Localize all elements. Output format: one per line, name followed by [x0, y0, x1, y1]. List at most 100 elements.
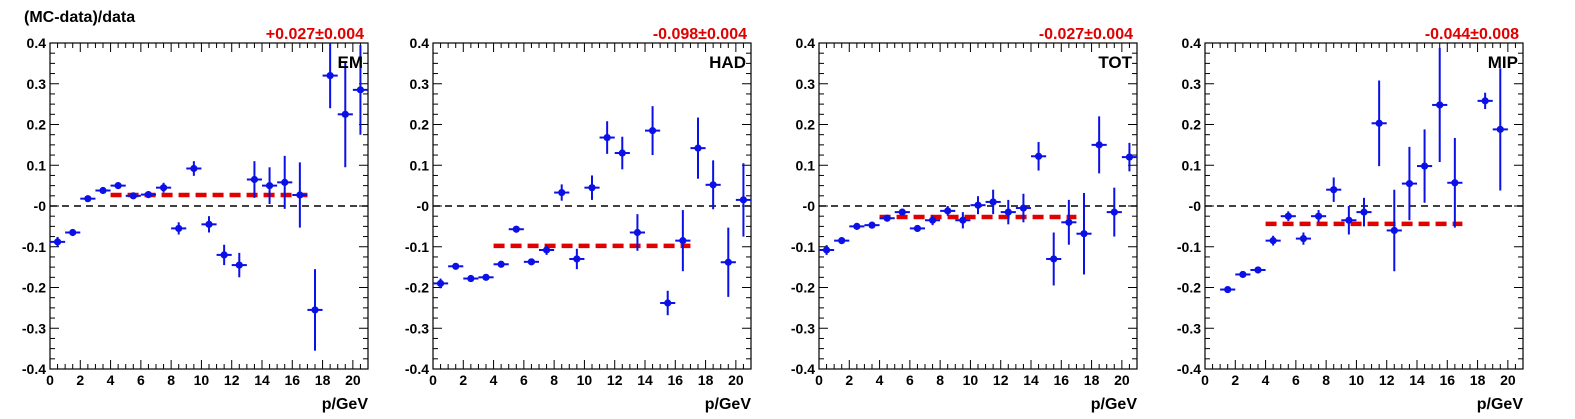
data-point: [720, 227, 736, 297]
data-point: [1417, 129, 1433, 203]
x-tick-label: 0: [1201, 372, 1209, 388]
point-marker: [175, 224, 183, 233]
data-point: [1220, 285, 1236, 294]
x-tick-label: 14: [1409, 372, 1425, 388]
y-tick-label: -0.3: [22, 320, 46, 336]
data-point: [156, 182, 172, 193]
data-point: [262, 167, 278, 204]
point-marker: [1034, 152, 1043, 160]
data-point: [1326, 177, 1342, 202]
y-tick-label: -0.4: [1177, 361, 1201, 377]
data-point: [894, 208, 910, 216]
y-tick-label: -0.3: [1177, 320, 1201, 336]
y-tick-label: 0.2: [1182, 117, 1202, 133]
x-tick-label: 10: [963, 372, 979, 388]
fit-result-label: -0.044±0.008: [1425, 26, 1519, 43]
data-point: [955, 212, 971, 229]
y-tick-label: -0: [417, 198, 430, 214]
point-marker: [311, 306, 319, 314]
point-marker: [588, 184, 596, 192]
point-marker: [296, 191, 304, 199]
point-marker: [1095, 141, 1103, 149]
y-tick-label: 0.1: [1182, 157, 1202, 173]
point-marker: [1345, 216, 1353, 224]
x-tick-label: 12: [1379, 372, 1395, 388]
y-tick-label: 0.2: [796, 117, 816, 133]
point-marker: [527, 258, 536, 266]
y-tick-label: -0.1: [791, 239, 815, 255]
data-point: [554, 184, 570, 201]
x-tick-label: 0: [46, 372, 54, 388]
x-tick-label: 14: [637, 372, 653, 388]
point-marker: [959, 216, 967, 224]
point-marker: [1019, 204, 1028, 212]
x-tick-label: 16: [667, 372, 683, 388]
fit-result-label: +0.027±0.004: [266, 26, 364, 43]
point-marker: [190, 164, 198, 173]
data-point: [448, 262, 464, 270]
point-marker: [542, 246, 551, 254]
x-tick-label: 6: [906, 372, 914, 388]
x-axis-title: p/GeV: [322, 396, 369, 413]
x-tick-label: 18: [315, 372, 331, 388]
panel-mip: -0.4 -0.3 -0.2 -0.1 -0 0.1 0.2 0.3 0.4 0 2 4 6 8 10 12 1…: [1177, 26, 1524, 413]
y-tick-label: 0.1: [796, 157, 816, 173]
point-marker: [1239, 270, 1247, 279]
point-marker: [512, 225, 520, 233]
data-point: [970, 196, 986, 215]
point-marker: [838, 237, 846, 245]
point-marker: [1451, 179, 1459, 187]
data-point: [735, 163, 751, 237]
data-point: [834, 237, 850, 245]
x-tick-label: 0: [815, 372, 823, 388]
point-marker: [603, 133, 611, 142]
data-point: [569, 248, 585, 270]
data-point: [1235, 270, 1251, 279]
point-marker: [1481, 97, 1489, 105]
data-point: [50, 236, 66, 247]
point-marker: [989, 198, 997, 206]
point-marker: [974, 201, 982, 209]
point-marker: [1080, 230, 1088, 238]
data-point: [463, 274, 479, 283]
point-marker: [1065, 218, 1073, 226]
x-tick-label: 6: [1292, 372, 1300, 388]
x-tick-label: 8: [936, 372, 944, 388]
data-point: [539, 245, 555, 255]
point-marker: [1254, 266, 1262, 274]
point-marker: [1110, 208, 1118, 216]
panel-label: TOT: [1098, 53, 1132, 72]
data-point: [1371, 80, 1387, 167]
y-tick-label: 0.3: [410, 76, 430, 92]
data-point: [523, 258, 539, 266]
y-tick-label: -0.2: [791, 280, 815, 296]
data-point: [1265, 235, 1281, 246]
y-tick-label: 0.2: [27, 117, 47, 133]
point-marker: [1299, 235, 1308, 243]
point-marker: [205, 220, 213, 228]
data-point: [508, 225, 524, 233]
point-marker: [1436, 101, 1444, 109]
point-marker: [1004, 208, 1012, 216]
data-point: [322, 43, 338, 109]
data-point: [1091, 116, 1107, 174]
panel-label: EM: [338, 53, 364, 72]
x-tick-label: 10: [1349, 372, 1365, 388]
point-marker: [129, 192, 137, 200]
data-point: [705, 160, 721, 210]
x-tick-label: 18: [698, 372, 714, 388]
data-point: [337, 61, 353, 168]
data-point: [292, 162, 308, 228]
data-point: [201, 216, 217, 233]
point-marker: [452, 262, 460, 270]
x-axis-title: p/GeV: [1091, 396, 1138, 413]
panel-em: -0.4 -0.3 -0.2 -0.1 -0 0.1 0.2 0.3 0.4 0 2 4 6 8 10 12 1…: [22, 26, 369, 413]
panel-tot: -0.4 -0.3 -0.2 -0.1 -0 0.1 0.2 0.3 0.4 0 2 4 6 8 10 12 1…: [791, 26, 1138, 413]
data-point: [231, 252, 247, 278]
point-marker: [281, 178, 289, 186]
point-marker: [1314, 212, 1323, 220]
point-marker: [265, 182, 274, 190]
y-tick-label: -0.4: [22, 361, 46, 377]
y-tick-label: 0.1: [27, 157, 47, 173]
data-point: [660, 290, 676, 316]
